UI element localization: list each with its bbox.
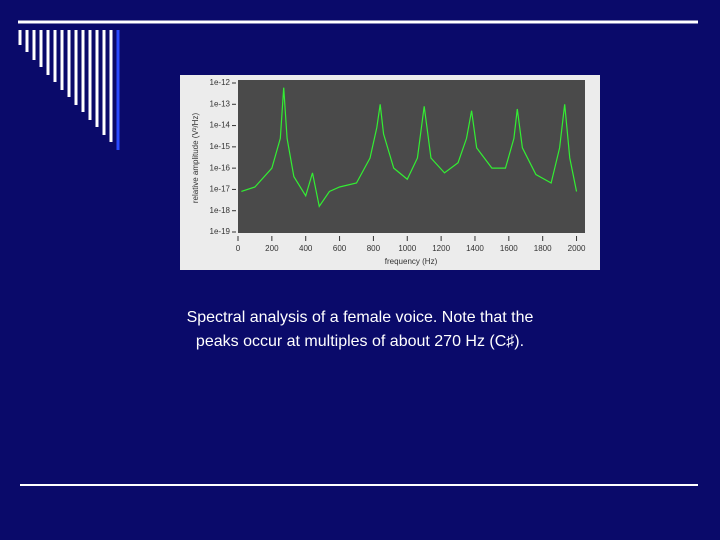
x-tick-label: 1000 (398, 244, 416, 253)
y-tick-label: 1e-16 (210, 163, 231, 172)
y-tick-label: 1e-15 (210, 142, 231, 151)
y-tick-label: 1e-12 (210, 78, 231, 87)
x-tick-label: 800 (367, 244, 381, 253)
x-tick-label: 1600 (500, 244, 518, 253)
caption-line: Spectral analysis of a female voice. Not… (187, 309, 534, 326)
x-tick-label: 0 (236, 244, 241, 253)
x-tick-label: 1800 (534, 244, 552, 253)
y-tick-label: 1e-13 (210, 99, 231, 108)
y-tick-label: 1e-19 (210, 227, 231, 236)
y-tick-label: 1e-18 (210, 206, 231, 215)
decoration (18, 20, 698, 486)
x-tick-label: 1200 (432, 244, 450, 253)
x-tick-label: 1400 (466, 244, 484, 253)
x-tick-label: 200 (265, 244, 279, 253)
x-tick-label: 600 (333, 244, 347, 253)
y-axis-label: relative amplitude (V²/Hz) (191, 113, 200, 204)
spectrum-line (241, 87, 578, 208)
x-tick-label: 2000 (568, 244, 586, 253)
x-axis-label: frequency (Hz) (385, 257, 438, 266)
y-tick-label: 1e-14 (210, 121, 231, 130)
caption-line: peaks occur at multiples of about 270 Hz… (196, 333, 524, 350)
y-tick-label: 1e-17 (210, 185, 231, 194)
x-tick-label: 400 (299, 244, 313, 253)
